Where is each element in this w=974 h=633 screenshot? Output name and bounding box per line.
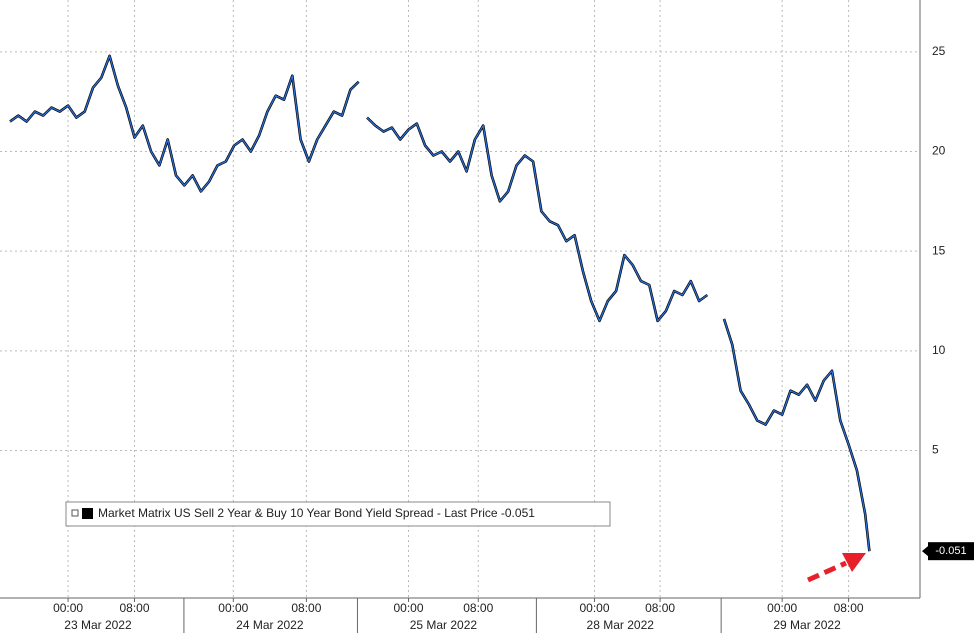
last-price-label: -0.051 [935,545,966,557]
x-tick-label: 00:00 [53,601,83,615]
x-tick-label: 00:00 [767,601,797,615]
date-label: 28 Mar 2022 [587,618,655,632]
arrow-head [842,553,866,572]
last-price-box [928,542,974,561]
y-tick-label: 15 [932,243,946,257]
date-label: 24 Mar 2022 [236,618,304,632]
x-tick-label: 08:00 [291,601,321,615]
legend-icon [71,509,79,517]
y-tick-label: 25 [932,44,946,58]
x-tick-label: 08:00 [645,601,675,615]
x-tick-label: 00:00 [218,601,248,615]
annotation-arrow [806,553,866,583]
x-tick-label: 08:00 [119,601,149,615]
legend-label: Market Matrix US Sell 2 Year & Buy 10 Ye… [98,506,535,520]
y-tick-label: 5 [932,443,939,457]
arrow-shaft [806,560,848,583]
y-tick-label: 20 [932,144,946,158]
legend: Market Matrix US Sell 2 Year & Buy 10 Ye… [65,501,611,527]
legend-swatch [82,508,93,519]
last-price-pointer [922,546,928,557]
x-tick-label: 08:00 [463,601,493,615]
legend-box [65,501,611,527]
x-tick-label: 08:00 [834,601,864,615]
series-line [9,55,871,552]
x-tick-label: 00:00 [579,601,609,615]
y-tick-label: 10 [932,343,946,357]
date-label: 29 Mar 2022 [773,618,841,632]
date-label: 25 Mar 2022 [410,618,478,632]
x-tick-label: 00:00 [394,601,424,615]
date-label: 23 Mar 2022 [64,618,132,632]
